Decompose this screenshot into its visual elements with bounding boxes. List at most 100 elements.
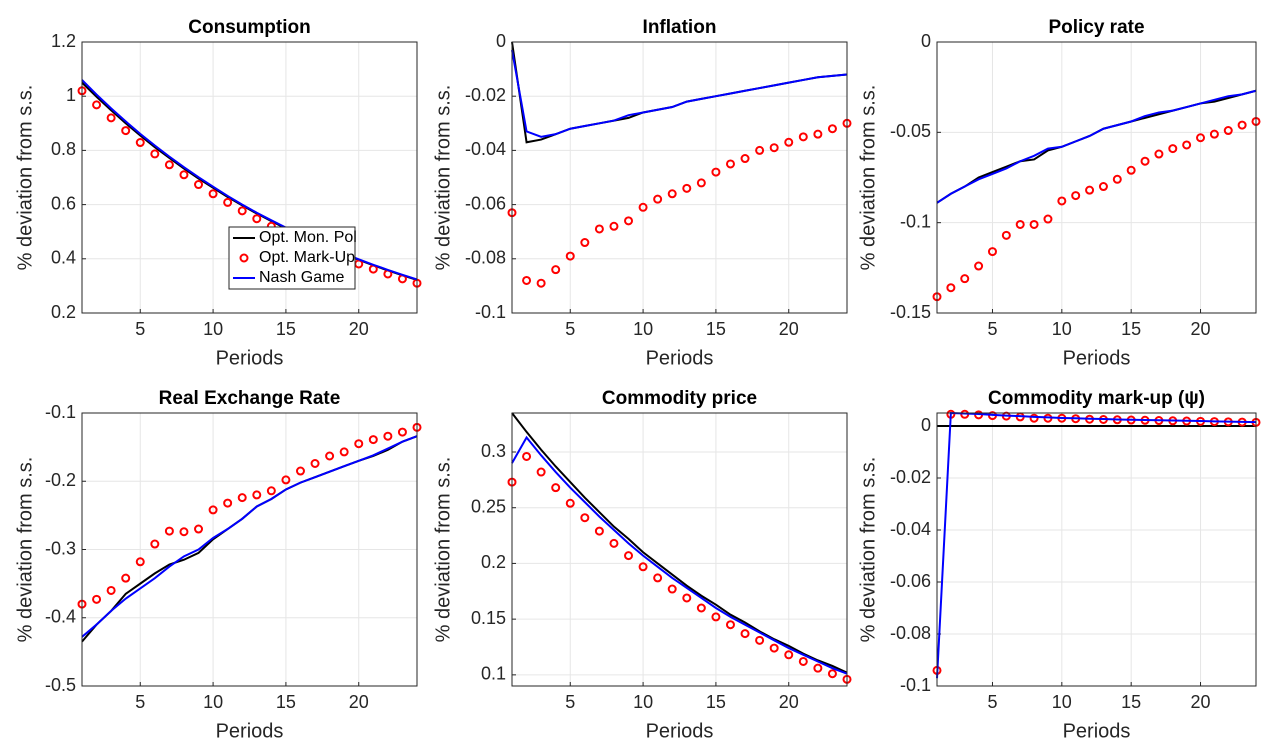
series-marker (594, 526, 604, 536)
x-tick-label: 20 (349, 692, 369, 712)
y-tick-label: 1 (66, 85, 76, 105)
y-tick-label: 0.1 (481, 664, 506, 684)
plot-frame (936, 41, 1257, 314)
series-marker (1126, 165, 1136, 175)
series-marker (252, 214, 262, 224)
x-tick-label: 20 (1191, 319, 1211, 339)
series-marker (827, 669, 837, 679)
series-marker (1029, 219, 1039, 229)
y-axis-label: % deviation from s.s. (432, 457, 454, 643)
y-tick-label: 0 (921, 31, 931, 51)
plot-area (512, 413, 847, 686)
series-marker (798, 132, 808, 142)
y-tick-label: 0.25 (471, 496, 506, 516)
plot-area (937, 413, 1256, 686)
y-tick-label: -0.5 (45, 675, 76, 695)
y-tick-label: -0.15 (890, 302, 931, 322)
series-marker (696, 603, 706, 613)
series-marker (194, 180, 204, 190)
y-tick-label: -0.3 (45, 538, 76, 558)
series-marker (1209, 129, 1219, 139)
series-marker (580, 513, 590, 523)
x-tick-label: 15 (706, 692, 726, 712)
plot-frame (81, 41, 418, 314)
y-tick-label: -0.06 (465, 193, 506, 213)
panel: 5 10 15 20 -0.1 -0.08 -0.06 -0.04 -0.02 0 Inflatio… (432, 17, 852, 369)
plot-frame (511, 41, 848, 314)
x-tick-label: 20 (349, 319, 369, 339)
series-marker (1001, 230, 1011, 240)
series-marker (354, 439, 364, 449)
x-tick-label: 20 (779, 692, 799, 712)
x-tick-label: 10 (633, 692, 653, 712)
series-marker (368, 435, 378, 445)
series-marker (208, 189, 218, 199)
x-tick-label: 15 (1121, 319, 1141, 339)
plot-frame (511, 412, 848, 687)
series-marker (179, 527, 189, 537)
series-marker (522, 275, 532, 285)
x-tick-label: 10 (203, 319, 223, 339)
series-marker (237, 493, 247, 503)
y-tick-label: -0.1 (45, 402, 76, 422)
series-line (81, 435, 418, 638)
panel: 5 10 15 20 0.2 0.4 0.6 0.8 1 1.2 Consumption Period… (14, 17, 422, 369)
series-marker (1071, 191, 1081, 201)
series-marker (711, 167, 721, 177)
series-marker (92, 594, 102, 604)
series-marker (1085, 185, 1095, 195)
series-marker (325, 451, 335, 461)
series-marker (1043, 214, 1053, 224)
series-marker (92, 100, 102, 110)
x-tick-label: 5 (565, 319, 575, 339)
y-tick-label: 0.8 (51, 139, 76, 159)
series-marker (150, 539, 160, 549)
series-marker (237, 206, 247, 216)
plot-area (937, 42, 1256, 313)
y-tick-label: -0.04 (890, 519, 931, 539)
series-marker (1057, 196, 1067, 206)
legend-swatch (239, 253, 249, 263)
panel-title: Commodity mark-up (ψ) (988, 388, 1205, 409)
y-tick-label: 0.6 (51, 193, 76, 213)
series-line (936, 89, 1257, 204)
y-axis-label: % deviation from s.s. (14, 85, 36, 271)
panel: 5 10 15 20 0.1 0.15 0.2 0.25 0.3 Commodity price P… (432, 388, 852, 742)
plot-frame (81, 412, 418, 687)
series-marker (682, 183, 692, 193)
x-tick-label: 15 (276, 319, 296, 339)
series-marker (609, 221, 619, 231)
series-marker (1112, 174, 1122, 184)
y-tick-label: 0.4 (51, 248, 76, 268)
series-marker (223, 498, 233, 508)
series-line (936, 411, 1257, 679)
plot-area (512, 42, 847, 313)
legend-label: Nash Game (259, 269, 344, 286)
series-line (511, 412, 848, 674)
x-tick-label: 5 (987, 319, 997, 339)
x-tick-label: 15 (1121, 692, 1141, 712)
series-marker (624, 551, 634, 561)
series-marker (522, 451, 532, 461)
series-marker (813, 129, 823, 139)
series-marker (551, 265, 561, 275)
panel: 5 10 15 20 -0.15 -0.1 -0.05 0 Policy rate Periods… (857, 17, 1261, 369)
x-tick-label: 15 (706, 319, 726, 339)
series-marker (784, 650, 794, 660)
panel: 5 10 15 20 -0.1 -0.08 -0.06 -0.04 -0.02 0 Commodit… (857, 388, 1261, 742)
y-tick-label: 0.2 (51, 302, 76, 322)
series-marker (208, 505, 218, 515)
legend-label: Opt. Mon. Pol (259, 229, 357, 246)
panel-title: Real Exchange Rate (159, 388, 341, 409)
x-axis-label: Periods (216, 720, 284, 742)
y-tick-label: -0.06 (890, 571, 931, 591)
series-marker (121, 573, 131, 583)
series-marker (339, 447, 349, 457)
y-tick-label: 0 (496, 31, 506, 51)
series-marker (194, 524, 204, 534)
y-tick-label: -0.02 (465, 85, 506, 105)
y-tick-label: -0.08 (465, 248, 506, 268)
x-tick-label: 5 (565, 692, 575, 712)
series-marker (252, 490, 262, 500)
